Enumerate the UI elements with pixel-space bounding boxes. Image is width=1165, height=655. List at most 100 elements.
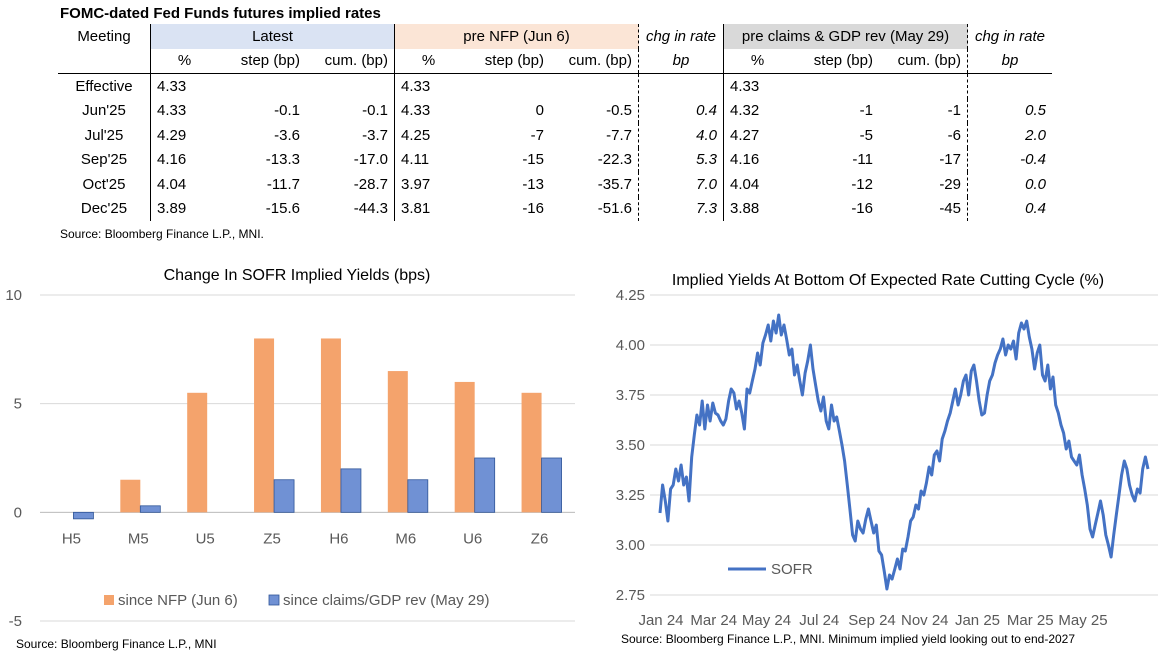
cell-chg-1: 7.3 [638, 196, 724, 221]
bar-since-claims [407, 479, 429, 513]
subheader-bp: bp [967, 48, 1052, 74]
table-row: Effective 4.33 4.33 4.33 [58, 73, 1052, 99]
table-row: Sep'25 4.16 -13.3 -17.0 4.11 -15 -22.3 5… [58, 147, 1052, 172]
bar-since-claims [139, 505, 161, 513]
cell-latest-cum: -44.3 [353, 200, 388, 218]
cell-latest-step: -11.7 [266, 175, 300, 193]
cell-claims-step: -1 [859, 102, 873, 120]
x-tick-label: Z5 [263, 530, 281, 547]
cell-latest-pct: 4.29 [150, 123, 218, 148]
subheader-step: step (bp) [462, 48, 550, 74]
line-chart: Implied Yields At Bottom Of Expected Rat… [616, 272, 1158, 646]
cell-claims-step: -5 [859, 126, 873, 144]
cell-claims-cum: -1 [947, 102, 961, 120]
bar-since-nfp [254, 338, 275, 513]
cell-claims-cum: -17 [939, 151, 961, 169]
cell-latest-cum: -17.0 [353, 151, 388, 169]
table-subheader-row: % step (bp) cum. (bp) % step (bp) cum. (… [58, 48, 1052, 74]
line-chart-title: Implied Yields At Bottom Of Expected Rat… [672, 272, 1104, 289]
cell-meeting: Sep'25 [80, 151, 128, 169]
cell-nfp-pct: 3.97 [394, 172, 462, 197]
cell-latest-step [218, 74, 306, 99]
x-tick-label: M5 [128, 530, 149, 547]
cell-latest-cum: -3.7 [362, 126, 388, 144]
cell-meeting: Jul'25 [84, 126, 124, 144]
bar-since-claims [474, 457, 496, 513]
cell-chg-2: -0.4 [967, 147, 1052, 172]
table-header-row: Meeting Latest pre NFP (Jun 6) chg in ra… [58, 24, 1052, 49]
x-tick-label: Jul 24 [799, 612, 839, 629]
cell-nfp-cum: -0.5 [606, 102, 632, 120]
cell-latest-pct: 4.16 [150, 147, 218, 172]
y-tick-label: 4.25 [616, 287, 645, 304]
y-tick-label: 2.75 [616, 587, 645, 604]
cell-nfp-step: -7 [530, 126, 544, 144]
cell-latest-step: -0.1 [274, 102, 300, 120]
x-tick-label: Jan 24 [638, 612, 683, 629]
cell-chg-2: 0.4 [967, 196, 1052, 221]
x-tick-label: H6 [329, 530, 348, 547]
cell-nfp-pct: 4.25 [394, 123, 462, 148]
cell-latest-pct: 4.33 [150, 73, 218, 99]
cell-latest-cum: -0.1 [362, 102, 388, 120]
header-chg-1: chg in rate [638, 24, 724, 49]
cell-nfp-pct: 4.33 [394, 98, 462, 123]
cell-chg-2 [967, 73, 1052, 99]
cell-chg-1: 7.0 [638, 172, 724, 197]
header-meeting: Meeting [77, 27, 131, 45]
cell-latest-pct: 4.33 [150, 98, 218, 123]
bar-since-claims [541, 457, 562, 513]
x-tick-label: Nov 24 [901, 612, 949, 629]
x-tick-label: May 24 [742, 612, 791, 629]
cell-chg-2: 0.0 [967, 172, 1052, 197]
header-nfp: pre NFP (Jun 6) [394, 24, 639, 49]
header-claims: pre claims & GDP rev (May 29) [723, 24, 968, 49]
subheader-cum: cum. (bp) [306, 48, 395, 74]
cell-chg-1 [638, 73, 724, 99]
cell-nfp-cum: -7.7 [606, 126, 632, 144]
subheader-bp: bp [638, 48, 724, 74]
cell-latest-step: -15.6 [265, 200, 300, 218]
bar-since-nfp [387, 371, 408, 513]
bar-chart: Change In SOFR Implied Yields (bps) -5 0 5 1… [5, 267, 575, 651]
cell-chg-1: 0.4 [638, 98, 724, 123]
cell-claims-pct: 4.27 [723, 123, 791, 148]
cell-nfp-step: -15 [522, 151, 544, 169]
bar-since-nfp [521, 392, 542, 513]
y-tick-label: 3.25 [616, 487, 645, 504]
cell-chg-2: 0.5 [967, 98, 1052, 123]
cell-meeting: Effective [75, 77, 133, 95]
cell-latest-pct: 3.89 [150, 196, 218, 221]
cell-nfp-cum [550, 74, 639, 99]
cell-claims-step: -12 [851, 175, 873, 193]
y-tick-label: -5 [9, 613, 22, 630]
subheader-pct: % [150, 48, 218, 74]
legend-swatch-nfp [104, 595, 114, 605]
bar-since-claims [340, 468, 362, 513]
x-tick-label: Z6 [531, 530, 549, 547]
cell-meeting: Jun'25 [82, 102, 126, 120]
x-tick-label: Mar 25 [1007, 612, 1054, 629]
cell-nfp-pct: 4.33 [394, 73, 462, 99]
bar-chart-source: Source: Bloomberg Finance L.P., MNI [16, 637, 217, 651]
x-tick-label: H5 [62, 530, 81, 547]
y-tick-label: 10 [5, 287, 22, 304]
cell-nfp-step [462, 74, 550, 99]
x-tick-label: Jan 25 [955, 612, 1000, 629]
y-tick-label: 5 [14, 396, 22, 413]
header-chg-2: chg in rate [967, 24, 1052, 49]
bar-since-claims [73, 511, 94, 520]
subheader-step: step (bp) [791, 48, 879, 74]
subheader-cum: cum. (bp) [550, 48, 639, 74]
subheader-pct: % [394, 48, 462, 74]
x-tick-label: Mar 24 [690, 612, 737, 629]
cell-meeting: Dec'25 [80, 200, 128, 218]
cell-nfp-cum: -35.7 [597, 175, 632, 193]
cell-chg-1: 4.0 [638, 123, 724, 148]
subheader-step: step (bp) [218, 48, 306, 74]
cell-claims-step: -11 [852, 151, 873, 169]
x-tick-label: U6 [463, 530, 482, 547]
cell-chg-2: 2.0 [967, 123, 1052, 148]
cell-nfp-cum: -22.3 [597, 151, 632, 169]
table-title: FOMC-dated Fed Funds futures implied rat… [60, 5, 381, 22]
